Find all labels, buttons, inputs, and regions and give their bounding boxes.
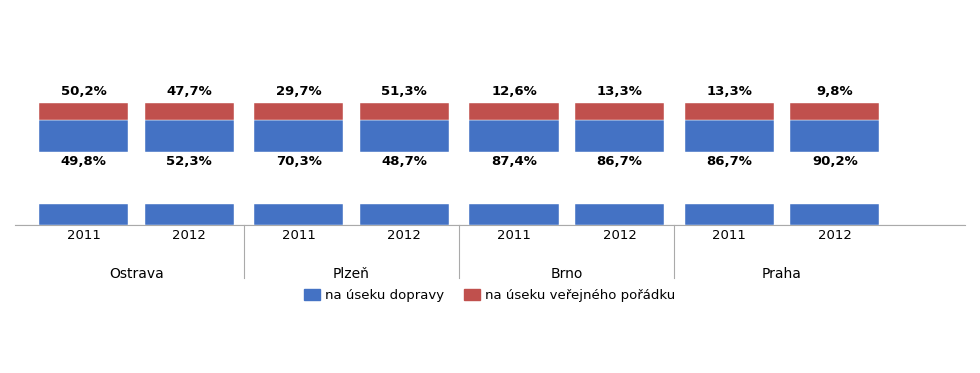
Text: 87,4%: 87,4%	[491, 155, 537, 168]
Bar	[360, 204, 449, 225]
Text: 49,8%: 49,8%	[61, 155, 107, 168]
Bar	[39, 204, 128, 225]
Bar	[469, 120, 559, 152]
Text: 52,3%: 52,3%	[167, 155, 212, 168]
Text: Praha: Praha	[762, 267, 802, 281]
Bar	[469, 103, 559, 120]
Bar	[144, 204, 233, 225]
Text: 70,3%: 70,3%	[275, 155, 321, 168]
Bar	[360, 120, 449, 152]
Bar	[254, 103, 343, 120]
Text: 90,2%: 90,2%	[811, 155, 858, 168]
Bar	[575, 120, 664, 152]
Bar	[39, 120, 128, 152]
Text: 47,7%: 47,7%	[167, 85, 212, 98]
Bar	[360, 103, 449, 120]
Text: Plzeň: Plzeň	[333, 267, 370, 281]
Bar	[790, 204, 879, 225]
Bar	[685, 103, 774, 120]
Text: Ostrava: Ostrava	[109, 267, 164, 281]
Text: 50,2%: 50,2%	[61, 85, 107, 98]
Bar	[685, 204, 774, 225]
Bar	[254, 204, 343, 225]
Text: 51,3%: 51,3%	[381, 85, 427, 98]
Text: 48,7%: 48,7%	[381, 155, 427, 168]
Text: 29,7%: 29,7%	[276, 85, 321, 98]
Bar	[144, 120, 233, 152]
Text: 86,7%: 86,7%	[597, 155, 643, 168]
Bar	[790, 120, 879, 152]
Bar	[39, 103, 128, 120]
Bar	[685, 120, 774, 152]
Text: 12,6%: 12,6%	[491, 85, 537, 98]
Text: 86,7%: 86,7%	[707, 155, 753, 168]
Bar	[575, 103, 664, 120]
Bar	[144, 103, 233, 120]
Bar	[469, 204, 559, 225]
Bar	[790, 103, 879, 120]
Bar	[575, 204, 664, 225]
Text: 9,8%: 9,8%	[816, 85, 853, 98]
Text: 13,3%: 13,3%	[707, 85, 753, 98]
Legend: na úseku dopravy, na úseku veřejného pořádku: na úseku dopravy, na úseku veřejného poř…	[299, 283, 681, 307]
Text: 13,3%: 13,3%	[597, 85, 643, 98]
Bar	[254, 120, 343, 152]
Text: Brno: Brno	[551, 267, 583, 281]
